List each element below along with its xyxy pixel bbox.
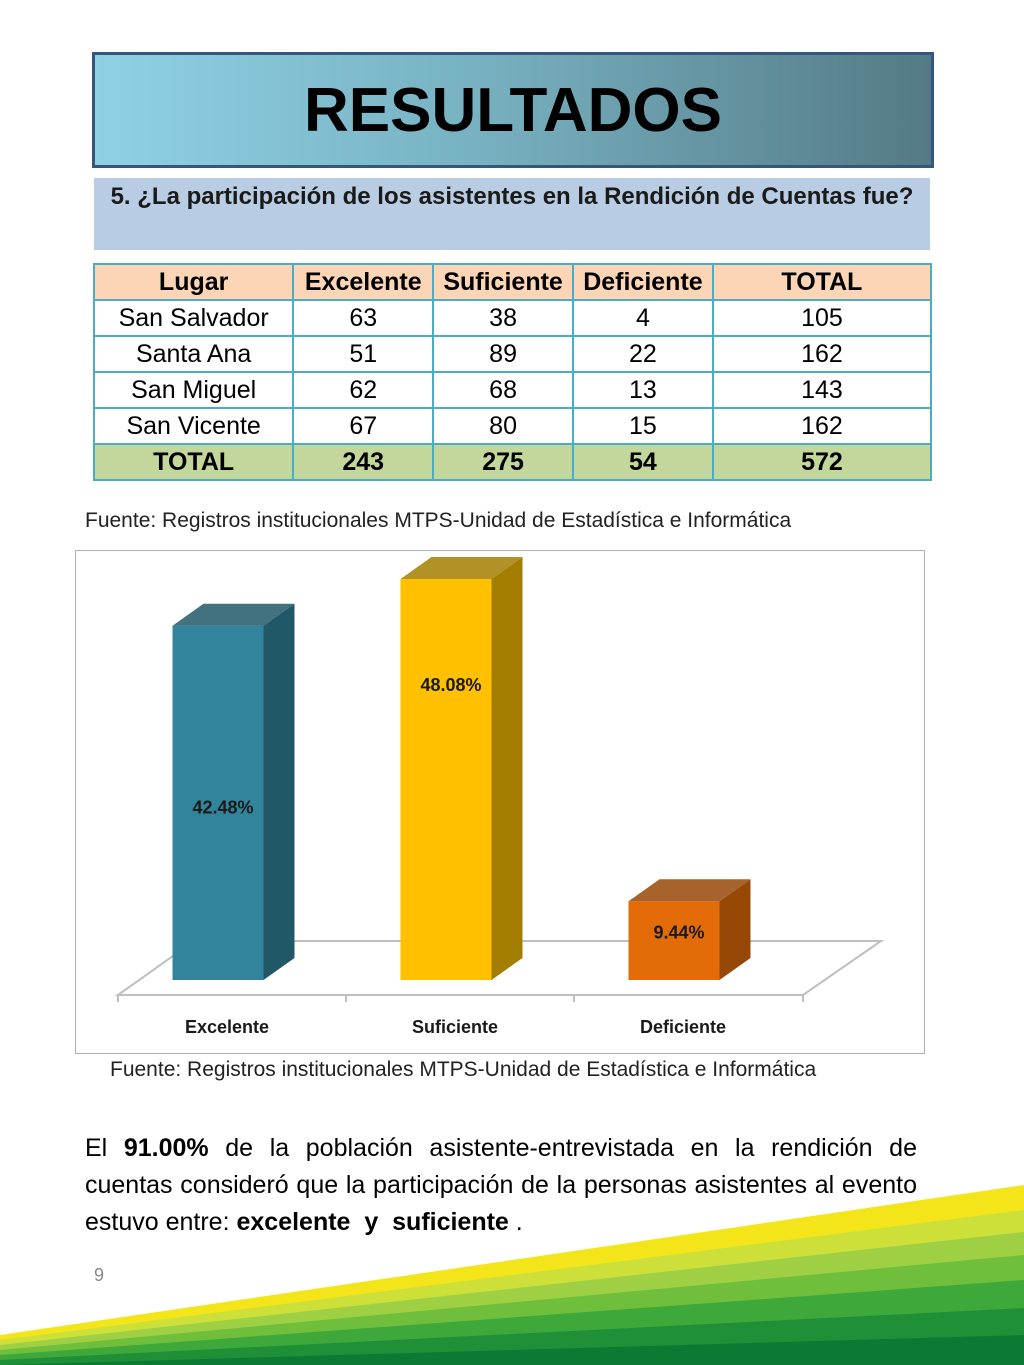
table-cell: 63 [292, 299, 435, 337]
conclusion-text: de la población asistente-entrevistada e… [85, 1134, 917, 1236]
conclusion-paragraph: El 91.00% de la población asistente-entr… [85, 1130, 917, 1241]
bar-data-label: 9.44% [653, 922, 704, 942]
table-cell: 54 [572, 443, 714, 481]
table-row: San Vicente 67 80 15 162 [92, 407, 933, 445]
bar-top-deficiente [628, 879, 751, 902]
table-cell: 243 [292, 443, 435, 481]
question-heading: 5. ¿La participación de los asistentes e… [94, 178, 930, 250]
table-cell: 62 [292, 371, 435, 409]
conclusion-highlight: y [350, 1208, 393, 1236]
table-cell: 4 [572, 299, 714, 337]
chart-source-note: Fuente: Registros institucionales MTPS-U… [110, 1058, 817, 1081]
table-cell: 105 [711, 299, 933, 337]
table-row: San Salvador 63 38 4 105 [92, 299, 933, 337]
x-tick-label: Deficiente [640, 1017, 726, 1037]
page-title: RESULTADOS [304, 75, 722, 145]
table-cell: San Vicente [92, 407, 295, 445]
bar-top-suficiente [400, 557, 523, 579]
table-cell: 67 [292, 407, 435, 445]
table-row: San Miguel 62 68 13 143 [92, 371, 933, 409]
table-cell: San Salvador [92, 299, 295, 337]
table-cell: 275 [432, 443, 575, 481]
bar-top-excelente [172, 603, 295, 626]
bar-side-suficiente [491, 557, 523, 980]
conclusion-highlight: excelente [236, 1208, 351, 1236]
table-cell: San Miguel [92, 371, 295, 409]
table-cell: 15 [572, 407, 714, 445]
chart-canvas: 42.48% Excelente 48.08% Suficiente 9.44% Defi… [114, 557, 885, 1037]
page-number: 9 [94, 1265, 105, 1285]
bar-data-label: 48.08% [420, 675, 481, 695]
column-header: Lugar [92, 263, 295, 301]
table-cell: Santa Ana [92, 335, 295, 373]
bar-data-label: 42.48% [192, 797, 253, 817]
x-tick-label: Excelente [185, 1017, 269, 1037]
table-cell: 51 [292, 335, 435, 373]
conclusion-text: . [508, 1208, 523, 1236]
column-header: Suficiente [432, 263, 575, 301]
footer-stripes-decoration [0, 1185, 1024, 1365]
table-cell: 572 [711, 443, 933, 481]
table-source-note: Fuente: Registros institucionales MTPS-U… [85, 509, 792, 532]
table-cell: 143 [711, 371, 933, 409]
table-cell: 80 [432, 407, 575, 445]
table-cell: TOTAL [92, 443, 295, 481]
bar-side-excelente [263, 603, 295, 980]
table-cell: 68 [432, 371, 575, 409]
table-row: Santa Ana 51 89 22 162 [92, 335, 933, 373]
conclusion-text: El [85, 1134, 124, 1162]
table-cell: 89 [432, 335, 575, 373]
x-tick-label: Suficiente [412, 1017, 498, 1037]
table-cell: 13 [572, 371, 714, 409]
conclusion-highlight: suficiente [392, 1208, 509, 1236]
column-header: Excelente [292, 263, 435, 301]
table-cell: 162 [711, 407, 933, 445]
bar-side-deficiente [719, 879, 751, 980]
conclusion-highlight: 91.00% [123, 1134, 209, 1162]
title-banner: RESULTADOS [92, 52, 934, 168]
bar-chart: 42.48% Excelente 48.08% Suficiente 9.44% Defi… [75, 550, 925, 1054]
bar-front-suficiente [400, 579, 492, 980]
bar-front-excelente [172, 625, 264, 980]
column-header: Deficiente [572, 263, 714, 301]
table-total-row: TOTAL 243 275 54 572 [92, 443, 933, 481]
table-header-row: Lugar Excelente Suficiente Deficiente TO… [92, 263, 933, 301]
results-table: Lugar Excelente Suficiente Deficiente TO… [92, 263, 933, 481]
table-cell: 162 [711, 335, 933, 373]
bar-front-deficiente [628, 901, 720, 980]
table-cell: 38 [432, 299, 575, 337]
table-cell: 22 [572, 335, 714, 373]
column-header: TOTAL [711, 263, 933, 301]
